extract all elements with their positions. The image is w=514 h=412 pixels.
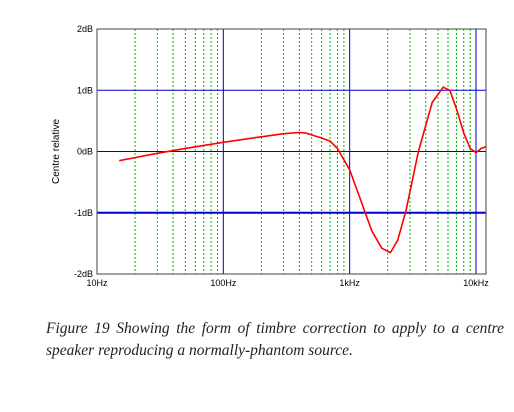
x-tick-labels: 10Hz 100Hz 1kHz 10kHz xyxy=(86,278,489,288)
y-tick-labels: 2dB 1dB 0dB -1dB -2dB xyxy=(74,24,93,279)
y-tick-label: 0dB xyxy=(77,147,93,157)
y-tick-label: -2dB xyxy=(74,269,93,279)
y-axis-label: Centre relative xyxy=(51,119,62,184)
y-tick-label: 1dB xyxy=(77,85,93,95)
series-group xyxy=(119,86,487,254)
series-line xyxy=(119,86,487,254)
plot-frame xyxy=(96,28,487,275)
chart: 10Hz 100Hz 1kHz 10kHz 2dB 1dB 0dB -1dB -2dB Cen… xyxy=(51,24,489,288)
y-tick-label: -1dB xyxy=(74,208,93,218)
major-gridlines xyxy=(96,28,486,275)
minor-gridlines xyxy=(134,29,471,274)
x-tick-label: 100Hz xyxy=(210,278,237,288)
x-tick-label: 10kHz xyxy=(463,278,489,288)
x-tick-label: 10Hz xyxy=(86,278,108,288)
figure-caption: Figure 19 Showing the form of timbre cor… xyxy=(46,320,504,359)
x-tick-label: 1kHz xyxy=(339,278,360,288)
y-tick-label: 2dB xyxy=(77,24,93,34)
